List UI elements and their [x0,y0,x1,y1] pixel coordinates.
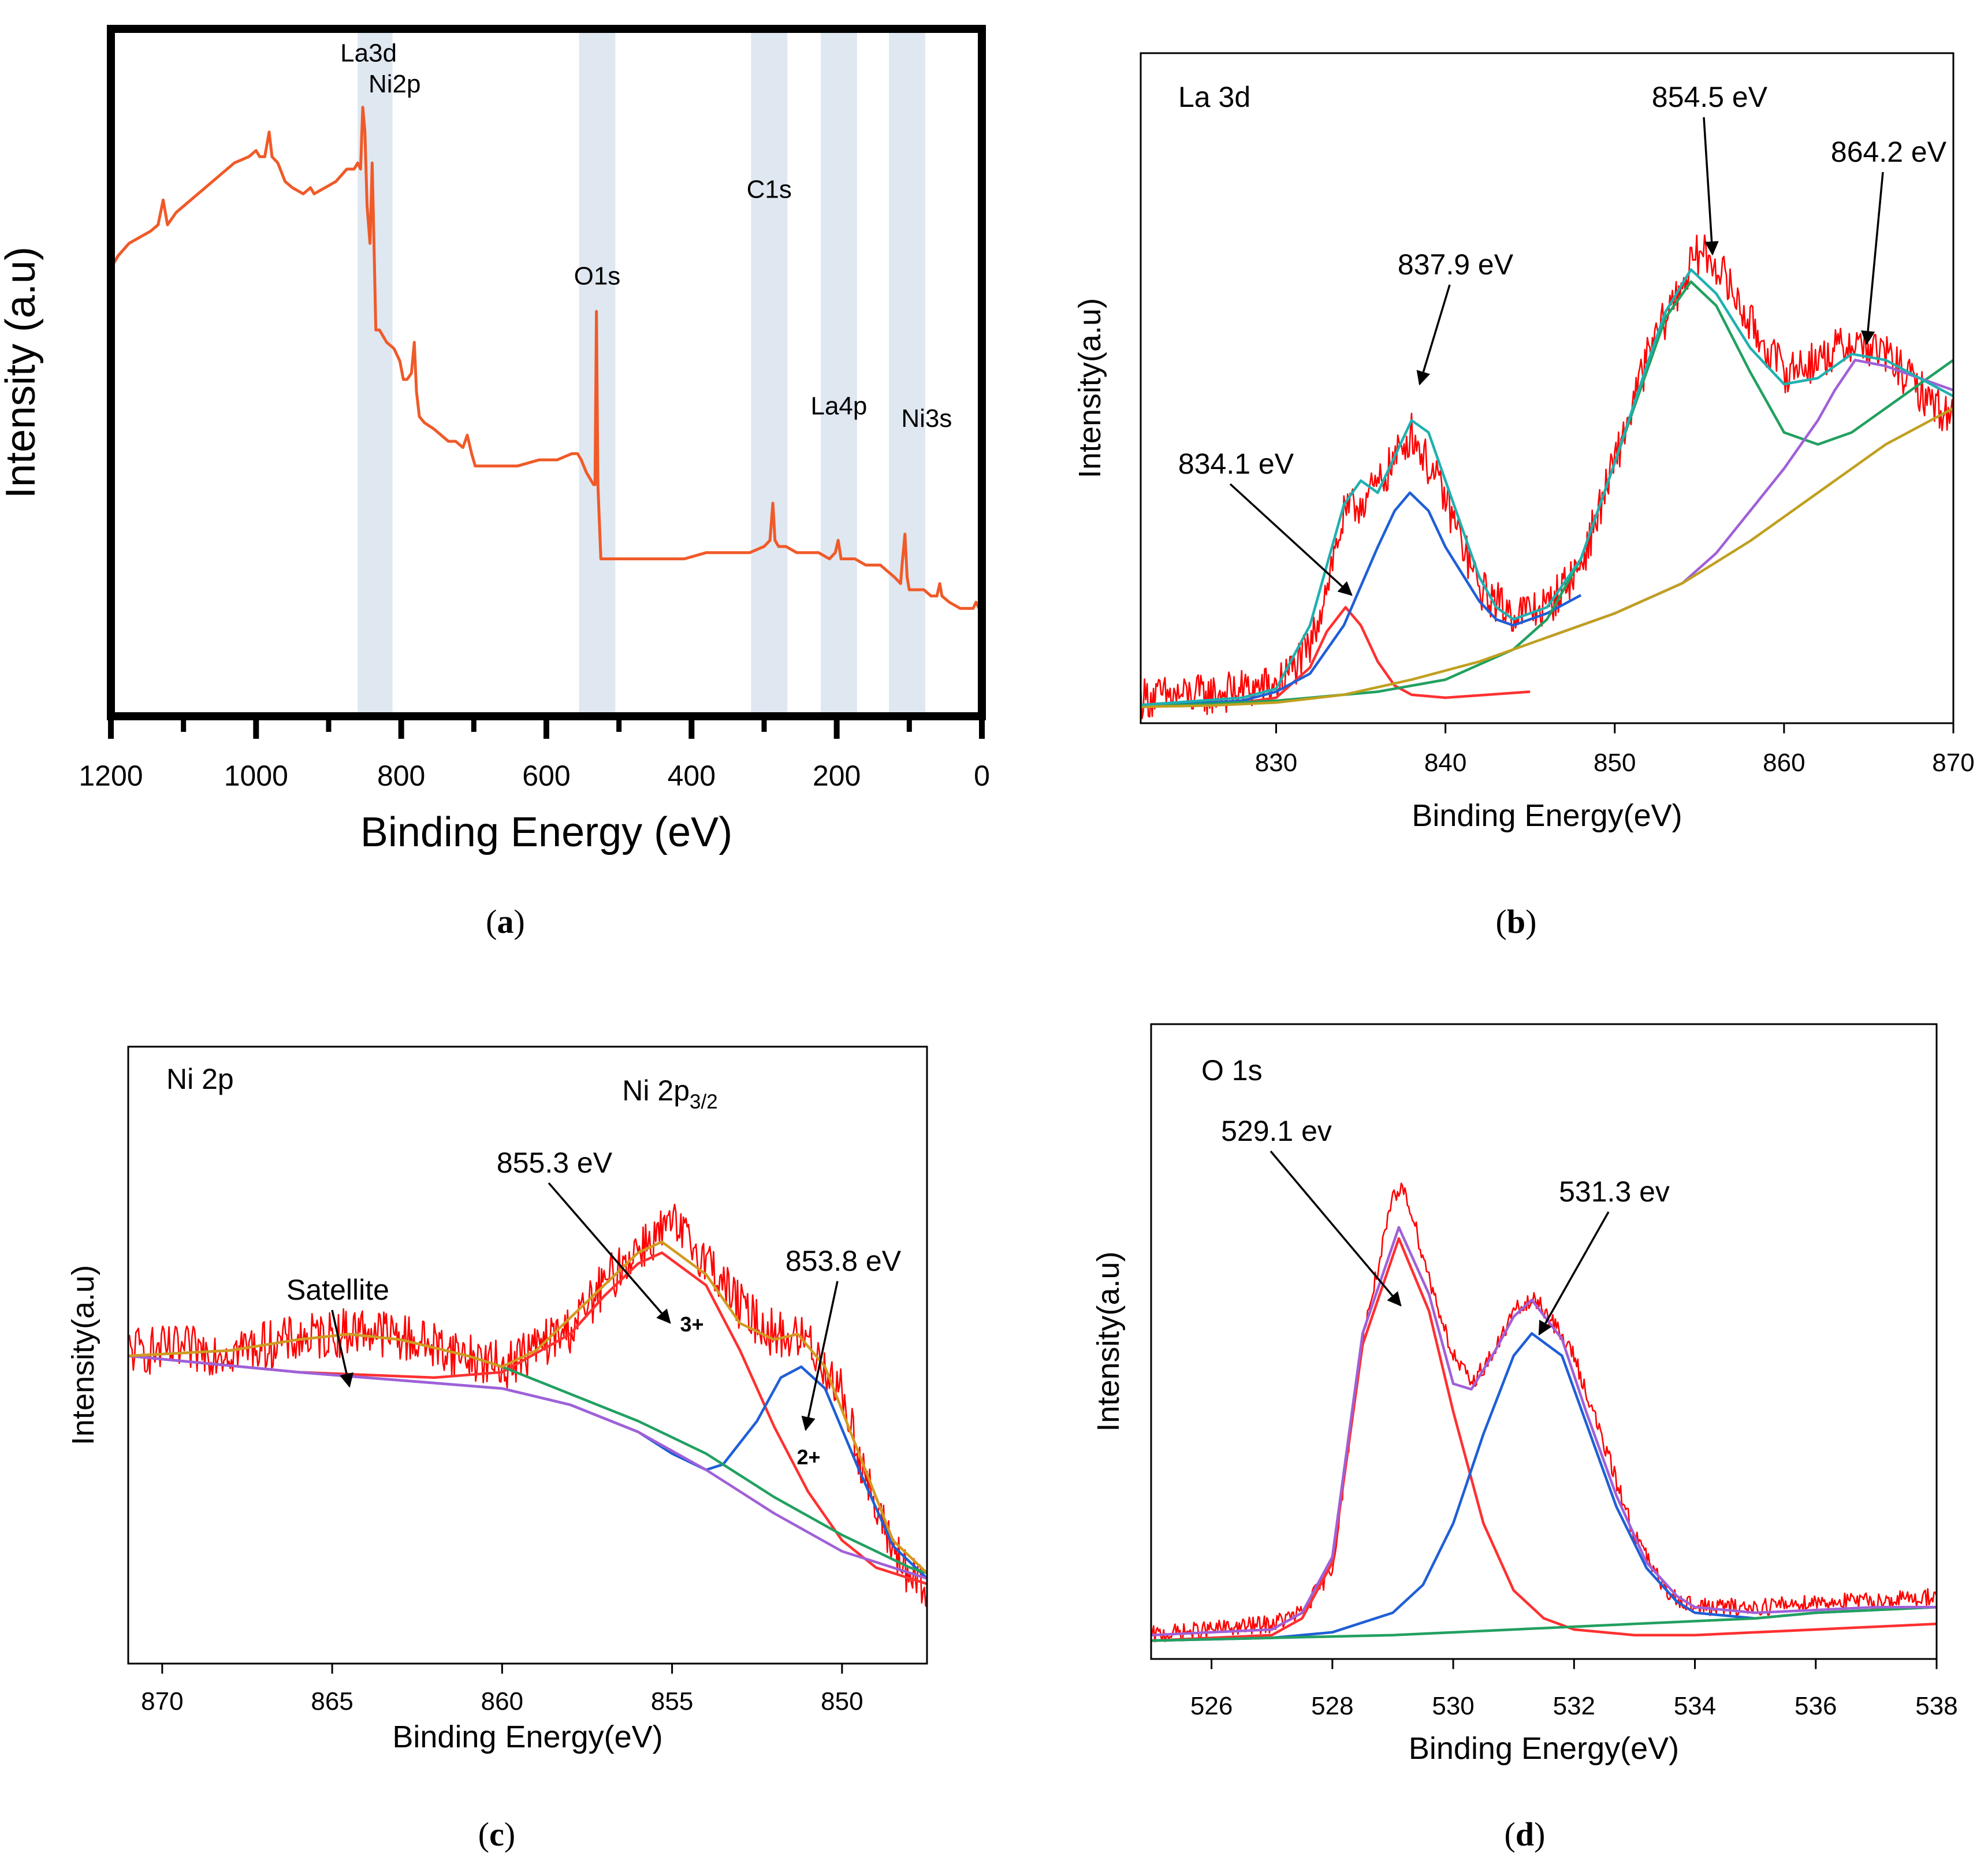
annotation-arrow [1416,284,1451,386]
shaded-band-2 [751,29,788,716]
x-tick-label: 534 [1674,1692,1716,1720]
series-834-1-component [1140,606,1531,708]
annotation-label: C1s [747,176,792,204]
x-tick-label: 532 [1553,1692,1595,1720]
annotation-arrow [331,1309,354,1388]
x-tick-label: 840 [1424,749,1466,777]
panel-label: O 1s [1201,1054,1263,1087]
annotation-arrow [1229,483,1353,596]
x-tick-label: 800 [377,760,425,792]
series-envelope [1151,1226,1937,1636]
series-raw [1140,234,1955,720]
x-axis-title: Binding Energy(eV) [392,1720,662,1754]
series-background [128,1355,928,1580]
x-tick-label: 860 [481,1687,523,1716]
panel-c-ni2p: 870 865 860 855 850 Binding Energy(eV) Intensi… [66,1046,928,1754]
annotation-label: 2+ [796,1445,820,1469]
annotation-label: 837.9 eV [1398,248,1514,281]
panel-d-o1s: 526 528 530 532 534 536 538 Binding Energy(eV) I… [1091,1023,1958,1766]
x-tick-label: 600 [522,760,570,792]
series-531-3-component [1151,1332,1937,1642]
annotation-arrow [1538,1211,1610,1336]
caption-b-letter: b [1507,903,1525,940]
x-tick-label: 830 [1255,749,1297,777]
x-tick-label: 536 [1795,1692,1837,1720]
annotation-label: Ni2p [368,70,421,98]
annotation-label: La3d [340,39,397,67]
x-tick-label: 860 [1763,749,1805,777]
panel-label: Ni 2p [166,1063,234,1095]
series-855-3-3- [128,1251,928,1586]
series-raw [1150,1182,1938,1643]
x-tick-label: 526 [1190,1692,1233,1720]
annotation-label: La4p [810,392,867,421]
plot-frame [1150,1023,1938,1660]
x-tick-label: 538 [1915,1692,1957,1720]
x-tick-label: 870 [141,1687,183,1716]
shaded-band-0 [358,29,393,716]
annotation-label: Ni 2p3/2 [622,1074,717,1113]
panel-b-la3d: 830 840 850 860 870 Binding Energy(eV) Intensi… [1073,52,1975,833]
caption-d: (d) [1505,1816,1546,1853]
x-tick-label: 530 [1432,1692,1474,1720]
series-854-5-component [1140,280,1955,708]
annotation-label: 854.5 eV [1652,81,1768,113]
x-tick-label: 528 [1311,1692,1353,1720]
x-axis-title: Binding Energy(eV) [1409,1731,1679,1766]
x-axis-title: Binding Energy (eV) [360,809,732,855]
series-background [1140,407,1955,708]
annotation-label: 853.8 eV [785,1245,902,1277]
x-tick-label: 1000 [224,760,288,792]
caption-c: (c) [478,1816,515,1853]
series-529-1-component [1151,1237,1937,1642]
annotation-arrow [801,1281,839,1431]
plot-frame [127,1046,928,1665]
x-axis-title: Binding Energy(eV) [1412,798,1682,833]
x-tick-label: 855 [651,1687,693,1716]
x-tick-label: 400 [668,760,716,792]
plot-frame [107,25,986,720]
series-background [1151,1606,1937,1642]
x-tick-label: 850 [821,1687,863,1716]
annotation-label: 834.1 eV [1178,448,1294,480]
plot-frame [1140,52,1955,724]
annotation-label: Satellite [286,1274,389,1306]
shaded-band-3 [821,29,857,716]
annotation-label: 3+ [680,1312,703,1336]
annotation-label: Ni3s [901,404,952,433]
shaded-band-4 [889,29,925,716]
x-tick-label: 850 [1594,749,1636,777]
caption-c-letter: c [489,1816,504,1853]
annotation-label: 864.2 eV [1831,136,1947,168]
x-tick-label: 1200 [79,760,143,792]
series-864-2-component [1546,359,1954,639]
series-survey [109,106,982,610]
annotation-label: 529.1 ev [1221,1115,1332,1147]
annotation-label: 855.3 eV [497,1147,613,1179]
y-axis-title: Intensity (a.u) [0,247,44,498]
annotation-arrow [1270,1150,1402,1307]
caption-a-letter: a [497,903,514,940]
y-axis-title: Intensity(a.u) [1091,1251,1126,1431]
series-837-9-component [1140,491,1582,708]
caption-a: (a) [486,903,525,940]
panel-label: La 3d [1178,81,1250,113]
y-axis-title: Intensity(a.u) [1073,298,1107,478]
caption-b: (b) [1496,903,1537,940]
series-envelope [128,1240,928,1574]
x-tick-label: 865 [311,1687,353,1716]
y-axis-title: Intensity(a.u) [66,1265,100,1445]
panel-a-survey: 1200 1000 800 600 400 200 0 Binding Energy (eV)… [0,25,990,855]
x-tick-label: 0 [974,760,990,792]
x-tick-label: 870 [1932,749,1974,777]
annotation-label: 531.3 ev [1559,1175,1670,1208]
annotation-arrow [1860,172,1884,345]
caption-d-letter: d [1516,1816,1534,1853]
annotation-label: O1s [574,262,621,291]
series-envelope [1140,268,1955,706]
annotation-arrow [1703,117,1719,256]
x-tick-label: 200 [813,760,861,792]
annotation-arrow [548,1182,671,1324]
